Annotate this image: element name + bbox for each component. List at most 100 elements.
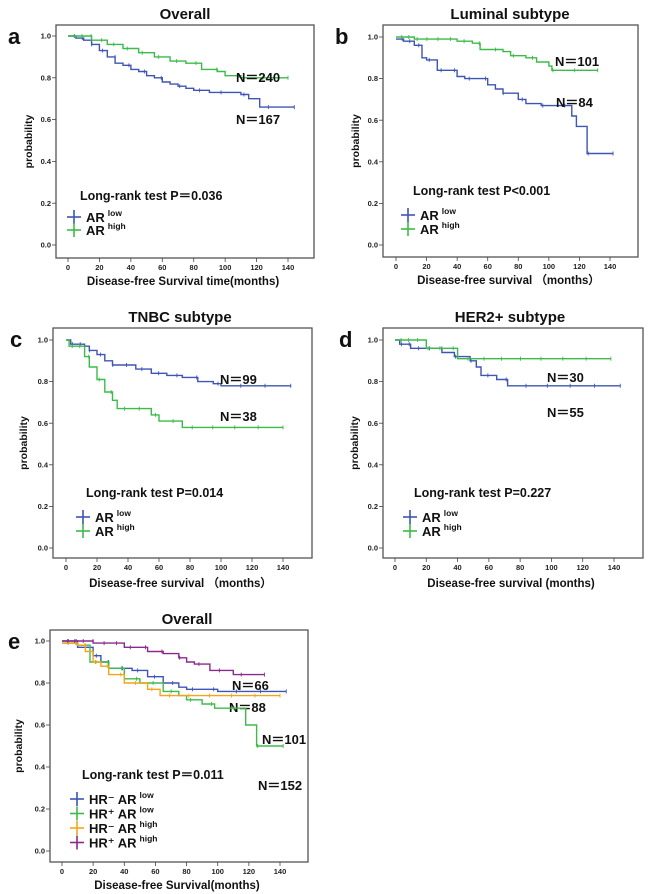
x-axis-label: Disease-free survival （months） [89,576,272,590]
legend-label: AR [420,222,439,237]
x-tick-label: 120 [243,867,256,876]
x-tick-label: 140 [604,262,617,271]
y-tick-label: 0.6 [368,419,378,428]
legend-superscript: low [117,508,132,518]
y-tick-label: 0.4 [38,460,49,469]
legend-superscript: low [140,790,155,800]
y-tick-label: 0.2 [368,199,378,208]
x-tick-label: 60 [485,563,493,572]
y-axis-label: probability [18,416,30,470]
legend-label: AR [86,223,105,238]
x-tick-label: 40 [453,262,461,271]
y-axis-label: probability [350,114,362,168]
y-tick-label: 0.8 [38,377,48,386]
y-tick-label: 0.4 [368,460,379,469]
y-tick-label: 1.0 [368,336,378,345]
y-tick-label: 0.0 [368,544,378,553]
x-tick-label: 0 [64,563,68,572]
x-tick-label: 120 [573,262,586,271]
panel-d: d HER2+ subtype 0.0 0.2 0.4 0.6 0.8 1.0 0 20 40 60 8… [339,309,644,590]
legend-label: HR⁻ AR [89,792,137,807]
x-tick-label: 0 [394,262,398,271]
x-tick-label: 100 [211,867,224,876]
x-tick-label: 40 [453,563,461,572]
legend-superscript: high [108,221,126,231]
panel-label: b [335,24,348,49]
y-tick-label: 0.2 [41,199,51,208]
plot-frame [382,24,639,258]
chart-title: TNBC subtype [128,309,231,326]
x-tick-label: 100 [545,563,558,572]
survival-curve-ar-low [68,35,295,108]
x-tick-label: 0 [66,263,70,272]
x-tick-label: 100 [543,262,556,271]
legend-superscript: high [140,834,158,844]
x-tick-label: 120 [246,563,259,572]
x-tick-label: 20 [422,563,430,572]
y-tick-label: 1.0 [38,336,48,345]
x-tick-label: 120 [250,263,263,272]
legend-label: AR [95,524,114,539]
panel-label: c [10,327,22,352]
logrank-annotation: Long-rank test P=0.014 [86,486,223,500]
x-tick-label: 140 [282,263,295,272]
legend-superscript: high [117,522,135,532]
chart-title: Overall [162,611,213,628]
legend-label: AR [422,510,441,525]
x-tick-label: 40 [120,867,128,876]
x-tick-label: 60 [484,262,492,271]
legend-label: AR [422,524,441,539]
n-label: N＝66 [232,678,269,693]
chart-title: Luminal subtype [450,6,569,23]
y-tick-label: 0.8 [35,679,45,688]
panel-c: c TNBC subtype 0.0 0.2 0.4 0.6 0.8 1.0 0 20 40 60 80… [10,309,313,590]
logrank-annotation: Long-rank test P＝0.011 [82,768,224,782]
legend-superscript: low [442,206,457,216]
legend-superscript: high [444,522,462,532]
legend-label: HR⁻ AR [89,821,137,836]
y-axis-label: probability [13,719,25,773]
x-axis-label: Disease-free survival (months) [427,578,595,590]
y-tick-label: 0.8 [368,377,378,386]
x-tick-label: 120 [576,563,589,572]
x-tick-label: 80 [516,563,524,572]
legend-label: HR⁺ AR [89,836,137,851]
n-label: N＝55 [547,405,584,420]
x-tick-label: 0 [393,563,397,572]
panel-b: b Luminal subtype 0.0 0.2 0.4 0.6 0.8 1.0 0 20 40 6… [335,6,639,287]
y-tick-label: 0.0 [368,241,378,250]
survival-curve-hr-ar-high [62,640,265,676]
y-tick-label: 0.2 [368,502,378,511]
y-tick-label: 0.2 [38,502,48,511]
survival-curve-ar-high [395,339,611,360]
x-axis-label: Disease-free survival （months） [417,273,600,287]
survival-curve-ar-high [66,339,283,429]
survival-curve-ar-low [395,339,621,387]
n-label: N＝38 [220,409,257,424]
x-tick-label: 20 [93,563,101,572]
x-axis-label: Disease-free Survival time(months) [87,276,280,288]
x-tick-label: 140 [608,563,621,572]
plot-frame [382,327,644,559]
legend-label: AR [420,208,439,223]
y-tick-label: 0.6 [41,115,51,124]
x-tick-label: 80 [182,867,190,876]
y-tick-label: 1.0 [368,33,378,42]
legend-label: HR⁺ AR [89,807,137,822]
y-tick-label: 0.4 [368,157,379,166]
n-label: N＝240 [236,70,280,85]
y-tick-label: 0.0 [35,847,45,856]
x-tick-label: 40 [124,563,132,572]
panel-e: e Overall 0.0 0.2 0.4 0.6 0.8 1.0 0 20 40 60 80 100 12… [8,611,309,892]
x-tick-label: 20 [95,263,103,272]
legend-superscript: high [442,220,460,230]
n-label: N＝84 [556,95,594,110]
x-tick-label: 40 [127,263,135,272]
y-tick-label: 0.8 [41,73,51,82]
panel-a: a Overall 0.0 0.2 0.4 0.6 0.8 1.0 0 20 40 60 80 100 12… [8,6,315,288]
legend-superscript: low [108,208,123,218]
y-tick-label: 0.2 [35,805,45,814]
survival-curve-ar-high [68,35,288,79]
n-label: N＝167 [236,112,280,127]
n-label: N＝101 [555,54,599,69]
